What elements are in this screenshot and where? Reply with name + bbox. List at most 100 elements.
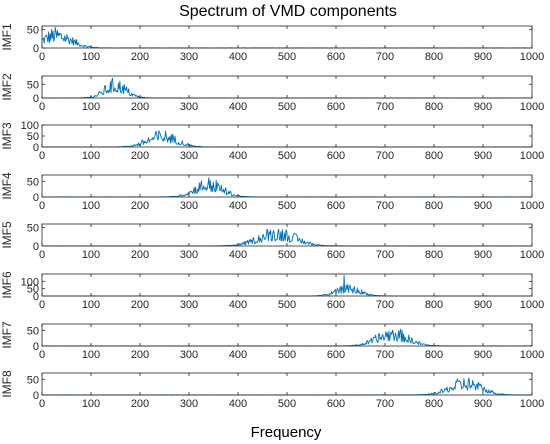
x-tick-label: 300 — [180, 200, 198, 212]
x-tick-label: 0 — [39, 101, 45, 113]
x-tick-label: 1000 — [520, 249, 544, 261]
x-tick-label: 900 — [474, 200, 492, 212]
y-axis-label-imf4: IMF4 — [0, 172, 14, 200]
x-tick-label: 1000 — [520, 51, 544, 63]
x-tick-label: 500 — [278, 150, 296, 162]
x-tick-label: 800 — [425, 398, 443, 410]
x-tick-label: 300 — [180, 101, 198, 113]
y-axis-label-imf8: IMF8 — [0, 370, 14, 398]
x-tick-label: 900 — [474, 249, 492, 261]
y-tick-label: 0 — [33, 241, 39, 253]
x-tick-label: 700 — [376, 200, 394, 212]
x-tick-label: 500 — [278, 200, 296, 212]
panel-imf5: 0 100 200 300 400 500 600 700 800 900 1000 0 50 IMF5 — [0, 221, 544, 261]
x-tick-label: 800 — [425, 51, 443, 63]
x-tick-label: 400 — [229, 200, 247, 212]
x-tick-label: 700 — [376, 150, 394, 162]
x-tick-label: 1000 — [520, 398, 544, 410]
x-tick-label: 0 — [39, 299, 45, 311]
x-tick-label: 100 — [82, 51, 100, 63]
x-tick-label: 200 — [131, 349, 149, 361]
y-tick-label: 50 — [27, 176, 39, 188]
x-tick-label: 400 — [229, 150, 247, 162]
x-tick-label: 900 — [474, 150, 492, 162]
x-tick-label: 1000 — [520, 299, 544, 311]
x-tick-label: 200 — [131, 51, 149, 63]
y-tick-label: 0 — [33, 142, 39, 154]
x-tick-label: 100 — [82, 349, 100, 361]
y-tick-label: 50 — [27, 325, 39, 337]
x-tick-label: 500 — [278, 249, 296, 261]
x-tick-label: 300 — [180, 299, 198, 311]
y-tick-label: 0 — [33, 341, 39, 353]
y-tick-label: 100 — [21, 120, 39, 132]
y-axis-label-imf1: IMF1 — [0, 23, 14, 51]
x-tick-label: 400 — [229, 51, 247, 63]
x-tick-label: 200 — [131, 101, 149, 113]
x-tick-label: 900 — [474, 299, 492, 311]
axes-box-imf1 — [41, 25, 533, 49]
x-tick-label: 100 — [82, 150, 100, 162]
x-tick-label: 700 — [376, 101, 394, 113]
x-tick-label: 400 — [229, 299, 247, 311]
x-tick-label: 800 — [425, 200, 443, 212]
y-tick-label: 50 — [27, 25, 39, 37]
axes-box-imf7 — [41, 323, 533, 347]
x-tick-label: 400 — [229, 398, 247, 410]
x-tick-label: 600 — [327, 51, 345, 63]
y-tick-label: 50 — [27, 79, 39, 91]
x-tick-label: 0 — [39, 398, 45, 410]
x-tick-label: 700 — [376, 349, 394, 361]
x-tick-label: 200 — [131, 150, 149, 162]
y-tick-label: 100 — [21, 276, 39, 288]
x-tick-label: 900 — [474, 51, 492, 63]
y-axis-label-imf3: IMF3 — [0, 122, 14, 150]
x-tick-label: 100 — [82, 299, 100, 311]
x-tick-label: 600 — [327, 101, 345, 113]
x-tick-label: 600 — [327, 200, 345, 212]
x-tick-label: 200 — [131, 200, 149, 212]
x-tick-label: 800 — [425, 349, 443, 361]
y-axis-label-imf7: IMF7 — [0, 321, 14, 349]
spectrum-line-imf1 — [41, 26, 532, 49]
x-tick-label: 1000 — [520, 150, 544, 162]
axes-box-imf2 — [41, 75, 533, 99]
x-tick-label: 1000 — [520, 200, 544, 212]
x-tick-label: 900 — [474, 349, 492, 361]
panel-imf6: 0 100 200 300 400 500 600 700 800 900 1000050100IM… — [0, 271, 544, 311]
x-tick-label: 300 — [180, 51, 198, 63]
panels-group: 0 100 200 300 400 500 600 700 800 900 1000050IMF10… — [0, 23, 544, 410]
x-tick-label: 600 — [327, 349, 345, 361]
y-tick-label: 50 — [27, 374, 39, 386]
x-tick-label: 100 — [82, 101, 100, 113]
x-tick-label: 700 — [376, 51, 394, 63]
x-tick-label: 1000 — [520, 101, 544, 113]
x-tick-label: 700 — [376, 249, 394, 261]
x-tick-label: 600 — [327, 299, 345, 311]
axes-box-imf6 — [41, 273, 533, 297]
x-tick-label: 200 — [131, 398, 149, 410]
x-tick-label: 300 — [180, 349, 198, 361]
spectrum-line-imf6 — [41, 275, 532, 297]
y-tick-label: 0 — [33, 291, 39, 303]
x-tick-label: 100 — [82, 398, 100, 410]
x-tick-label: 400 — [229, 349, 247, 361]
y-tick-label: 50 — [27, 284, 39, 296]
x-tick-label: 300 — [180, 249, 198, 261]
x-tick-label: 400 — [229, 249, 247, 261]
x-tick-label: 600 — [327, 249, 345, 261]
x-tick-label: 800 — [425, 249, 443, 261]
x-tick-label: 1000 — [520, 349, 544, 361]
x-tick-label: 800 — [425, 101, 443, 113]
chart-title: Spectrum of VMD components — [179, 3, 397, 20]
y-tick-label: 50 — [27, 131, 39, 143]
x-tick-label: 400 — [229, 101, 247, 113]
x-tick-label: 800 — [425, 299, 443, 311]
y-tick-label: 0 — [33, 93, 39, 105]
x-tick-label: 0 — [39, 200, 45, 212]
y-axis-label-imf6: IMF6 — [0, 271, 14, 299]
x-tick-label: 500 — [278, 398, 296, 410]
